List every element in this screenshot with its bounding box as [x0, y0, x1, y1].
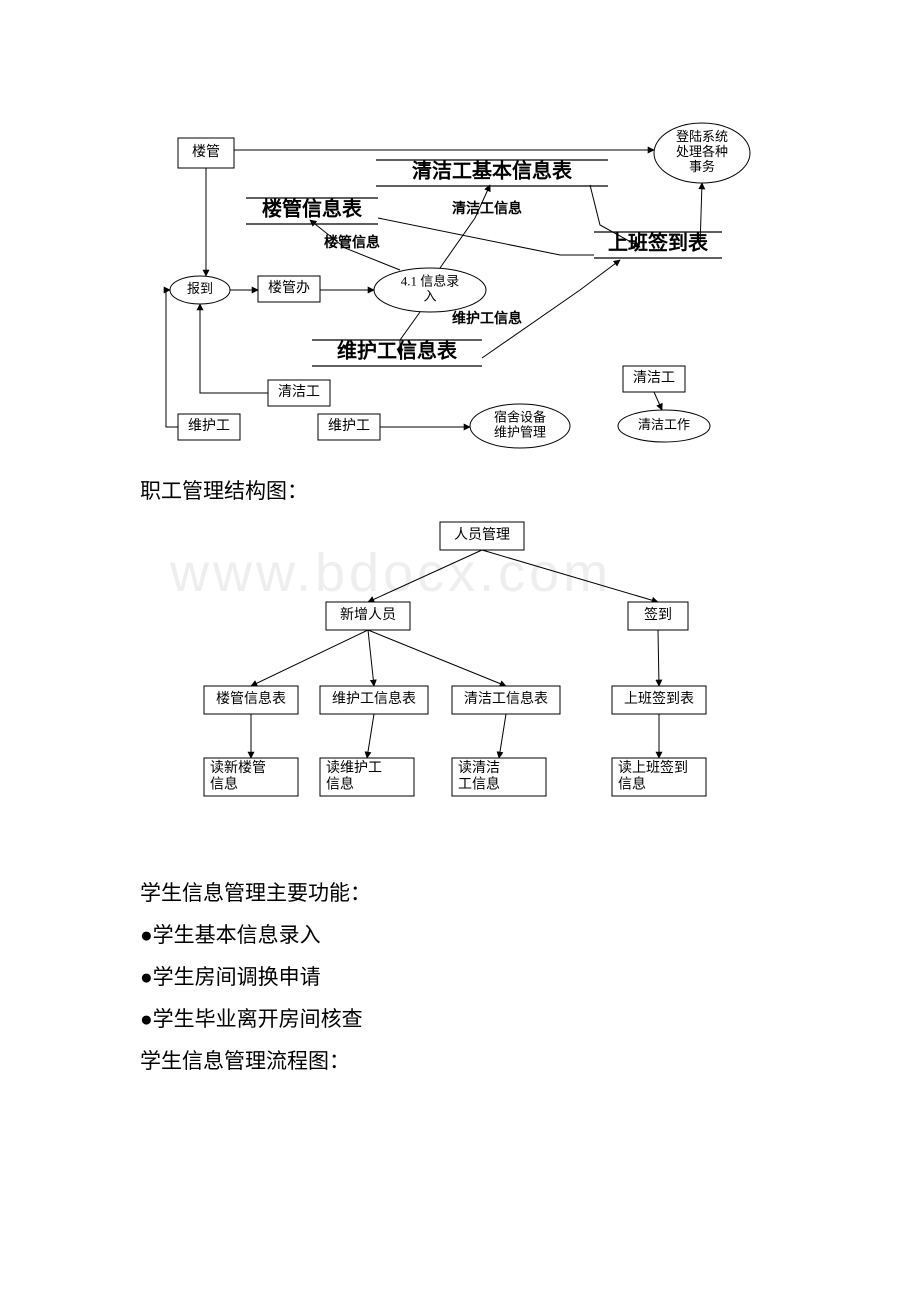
text-line: 学生信息管理流程图： — [0, 1040, 920, 1082]
svg-text:上班签到表: 上班签到表 — [624, 690, 694, 707]
svg-text:楼管信息表: 楼管信息表 — [216, 690, 286, 707]
tree-diagram: 人员管理新增人员签到楼管信息表维护工信息表清洁工信息表上班签到表读新楼管信息读维… — [0, 512, 920, 832]
section1-title: 职工管理结构图： — [0, 470, 920, 512]
svg-text:楼管信息: 楼管信息 — [324, 234, 380, 251]
svg-text:清洁工: 清洁工 — [633, 370, 675, 386]
svg-text:楼管办: 楼管办 — [268, 280, 310, 296]
svg-text:维护工信息: 维护工信息 — [452, 310, 522, 327]
document-page: 楼管登陆系统处理各种事务清洁工基本信息表楼管信息表清洁工信息上班签到表楼管信息报… — [0, 0, 920, 1142]
svg-text:楼管: 楼管 — [192, 144, 220, 160]
svg-text:人员管理: 人员管理 — [454, 527, 510, 543]
svg-text:维护工: 维护工 — [188, 418, 230, 434]
svg-text:清洁工: 清洁工 — [278, 384, 320, 400]
svg-text:上班签到表: 上班签到表 — [608, 231, 709, 255]
svg-text:读清洁工信息: 读清洁工信息 — [458, 759, 500, 792]
text-line: 学生信息管理主要功能： — [0, 872, 920, 914]
svg-text:楼管信息表: 楼管信息表 — [262, 197, 363, 221]
svg-text:维护工信息表: 维护工信息表 — [337, 339, 458, 363]
svg-text:维护工信息表: 维护工信息表 — [332, 690, 416, 707]
flowchart-diagram: 楼管登陆系统处理各种事务清洁工基本信息表楼管信息表清洁工信息上班签到表楼管信息报… — [0, 0, 920, 470]
svg-text:清洁工基本信息表: 清洁工基本信息表 — [412, 159, 573, 183]
svg-text:报到: 报到 — [187, 281, 213, 296]
svg-text:签到: 签到 — [644, 606, 672, 623]
svg-text:清洁工作: 清洁工作 — [638, 417, 690, 432]
svg-text:维护工: 维护工 — [328, 418, 370, 434]
svg-text:新增人员: 新增人员 — [340, 607, 396, 623]
svg-text:清洁工信息: 清洁工信息 — [452, 200, 522, 217]
text-line: ●学生毕业离开房间核查 — [0, 998, 920, 1040]
svg-text:宿舍设备维护管理: 宿舍设备维护管理 — [494, 410, 546, 440]
text-line: ●学生房间调换申请 — [0, 956, 920, 998]
svg-text:清洁工信息表: 清洁工信息表 — [464, 690, 548, 707]
text-line: ●学生基本信息录入 — [0, 914, 920, 956]
tree-diagram-container: www.bdocx.com 人员管理新增人员签到楼管信息表维护工信息表清洁工信息… — [0, 512, 920, 832]
